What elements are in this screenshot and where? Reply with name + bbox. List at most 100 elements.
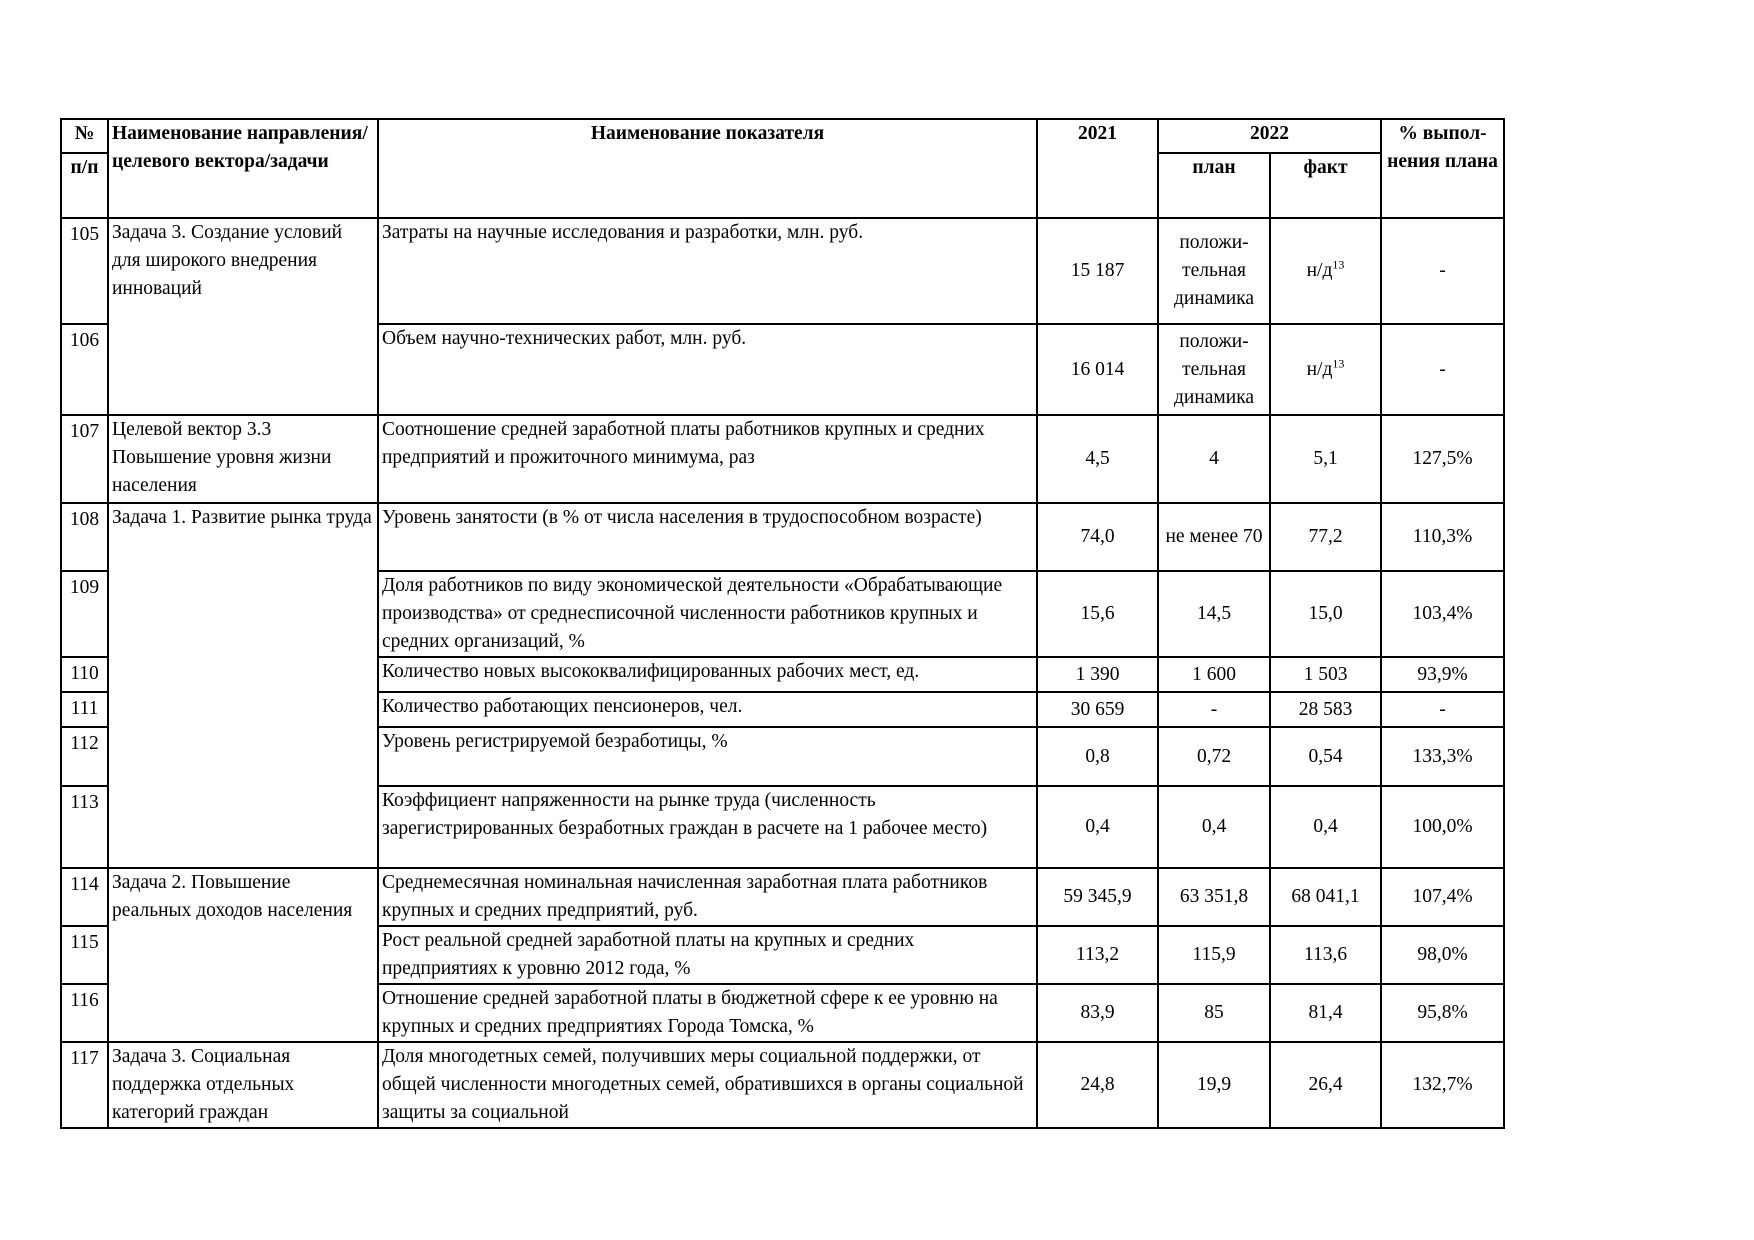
value-plan: 19,9 <box>1157 1041 1271 1129</box>
group-name: Задача 1. Развитие рынка труда <box>107 502 379 869</box>
value-fact: 28 583 <box>1269 691 1382 728</box>
indicator-name: Коэффициент напряженности на рынке труда… <box>377 785 1038 869</box>
row-number: 114 <box>60 867 109 927</box>
table-row: 109 Доля работников по виду экономической… <box>60 570 1505 658</box>
value-percent: 132,7% <box>1380 1041 1505 1129</box>
value-percent: 133,3% <box>1380 726 1505 787</box>
row-number: 105 <box>60 217 109 325</box>
value-percent: 107,4% <box>1380 867 1505 927</box>
row-number: 117 <box>60 1041 109 1129</box>
indicator-name: Рост реальной средней заработной платы н… <box>377 925 1038 985</box>
value-fact: 5,1 <box>1269 414 1382 504</box>
value-plan: 0,4 <box>1157 785 1271 869</box>
value-fact: 81,4 <box>1269 983 1382 1043</box>
value-plan: положи-тельная динамика <box>1157 217 1271 325</box>
header-indicator: Наименование показателя <box>377 118 1038 219</box>
value-plan: 85 <box>1157 983 1271 1043</box>
value-fact: 68 041,1 <box>1269 867 1382 927</box>
indicator-name: Количество новых высококвалифицированных… <box>377 656 1038 693</box>
group-name: Задача 2. Повышение реальных доходов нас… <box>107 867 379 1043</box>
header-pp: п/п <box>60 152 109 219</box>
value-2021: 113,2 <box>1036 925 1159 985</box>
table-row: 110 Количество новых высококвалифицирован… <box>60 656 1505 693</box>
table-row: 116 Отношение средней заработной платы в … <box>60 983 1505 1043</box>
value-fact: 15,0 <box>1269 570 1382 658</box>
table-row: 106 Объем научно-технических работ, млн. … <box>60 323 1505 416</box>
fact-text: н/д <box>1306 260 1333 281</box>
value-fact: 26,4 <box>1269 1041 1382 1129</box>
value-plan: не менее 70 <box>1157 502 1271 572</box>
table-row: 107 Целевой вектор 3.3 Повышение уровня ж… <box>60 414 1505 504</box>
value-percent: 110,3% <box>1380 502 1505 572</box>
header-plan: план <box>1157 152 1271 219</box>
row-number: 106 <box>60 323 109 416</box>
value-2021: 0,8 <box>1036 726 1159 787</box>
value-plan: 1 600 <box>1157 656 1271 693</box>
value-percent: 103,4% <box>1380 570 1505 658</box>
value-percent: 98,0% <box>1380 925 1505 985</box>
value-2021: 30 659 <box>1036 691 1159 728</box>
header-fact: факт <box>1269 152 1382 219</box>
header-direction: Наименование направления/целевого вектор… <box>107 118 379 219</box>
row-number: 110 <box>60 656 109 693</box>
value-percent: 93,9% <box>1380 656 1505 693</box>
value-percent: - <box>1380 691 1505 728</box>
header-no: № <box>60 118 109 154</box>
value-fact: 1 503 <box>1269 656 1382 693</box>
indicator-name: Среднемесячная номинальная начисленная з… <box>377 867 1038 927</box>
table-row: 117 Задача 3. Социальная поддержка отдель… <box>60 1041 1505 1129</box>
value-percent: 127,5% <box>1380 414 1505 504</box>
value-percent: 100,0% <box>1380 785 1505 869</box>
value-fact: 0,54 <box>1269 726 1382 787</box>
value-2021: 4,5 <box>1036 414 1159 504</box>
footnote-ref: 13 <box>1332 356 1345 370</box>
fact-text: н/д <box>1306 358 1333 380</box>
value-2021: 74,0 <box>1036 502 1159 572</box>
value-plan: 115,9 <box>1157 925 1271 985</box>
indicator-name: Отношение средней заработной платы в бюд… <box>377 983 1038 1043</box>
value-fact: 77,2 <box>1269 502 1382 572</box>
value-percent: - <box>1380 217 1505 325</box>
value-2021: 83,9 <box>1036 983 1159 1043</box>
value-2021: 15 187 <box>1036 217 1159 325</box>
header-2022: 2022 <box>1157 118 1382 154</box>
group-name: Задача 3. Создание условий для широкого … <box>107 217 379 416</box>
indicator-name: Уровень занятости (в % от числа населени… <box>377 502 1038 572</box>
indicator-name: Количество работающих пенсионеров, чел. <box>377 691 1038 728</box>
table-row: 111 Количество работающих пенсионеров, че… <box>60 691 1505 728</box>
indicators-table: № Наименование направления/целевого вект… <box>60 118 1505 1129</box>
table-row: 115 Рост реальной средней заработной плат… <box>60 925 1505 985</box>
value-percent: - <box>1380 323 1505 416</box>
footnote-ref: 13 <box>1332 257 1345 272</box>
row-number: 112 <box>60 726 109 787</box>
row-number: 109 <box>60 570 109 658</box>
table-row: 108 Задача 1. Развитие рынка труда Уровень… <box>60 502 1505 869</box>
row-number: 107 <box>60 414 109 504</box>
indicator-name: Доля работников по виду экономической де… <box>377 570 1038 658</box>
value-plan: - <box>1157 691 1271 728</box>
indicator-name: Соотношение средней заработной платы раб… <box>377 414 1038 504</box>
group-name: Задача 3. Социальная поддержка отдельных… <box>107 1041 379 1129</box>
indicator-name: Уровень регистрируемой безработицы, % <box>377 726 1038 787</box>
table-row: 114 Задача 2. Повышение реальных доходов … <box>60 867 1505 1043</box>
value-2021: 0,4 <box>1036 785 1159 869</box>
value-fact: н/д13 <box>1269 217 1382 325</box>
value-2021: 1 390 <box>1036 656 1159 693</box>
value-plan: 14,5 <box>1157 570 1271 658</box>
value-2021: 24,8 <box>1036 1041 1159 1129</box>
value-2021: 16 014 <box>1036 323 1159 416</box>
value-fact: 113,6 <box>1269 925 1382 985</box>
header-2021: 2021 <box>1036 118 1159 219</box>
value-fact: 0,4 <box>1269 785 1382 869</box>
value-plan: 63 351,8 <box>1157 867 1271 927</box>
indicator-name: Затраты на научные исследования и разраб… <box>377 217 1038 325</box>
value-plan: положи-тельная динамика <box>1157 323 1271 416</box>
row-number: 108 <box>60 502 109 572</box>
indicator-name: Доля многодетных семей, получивших меры … <box>377 1041 1038 1129</box>
indicator-name: Объем научно-технических работ, млн. руб… <box>377 323 1038 416</box>
value-plan: 4 <box>1157 414 1271 504</box>
row-number: 111 <box>60 691 109 728</box>
table-row: 105 Задача 3. Создание условий для широко… <box>60 217 1505 416</box>
row-number: 116 <box>60 983 109 1043</box>
value-fact: н/д13 <box>1269 323 1382 416</box>
